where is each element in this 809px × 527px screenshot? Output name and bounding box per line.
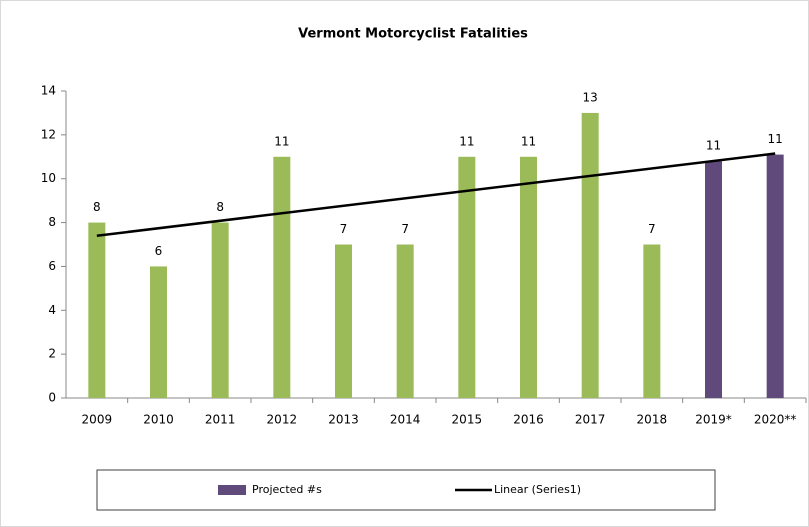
x-tick-label: 2009: [82, 413, 113, 427]
data-label: 11: [768, 132, 783, 146]
x-tick-label: 2013: [328, 413, 359, 427]
x-tick-label: 2019*: [695, 413, 732, 427]
legend-swatch: [218, 485, 246, 495]
data-label: 8: [93, 200, 101, 214]
x-tick-label: 2017: [575, 413, 606, 427]
y-tick-label: 12: [41, 127, 56, 141]
bar: [458, 156, 476, 398]
bar: [88, 222, 106, 398]
bar: [211, 222, 229, 398]
bar: [520, 156, 537, 398]
data-label: 7: [401, 222, 409, 236]
trend-line: [96, 152, 776, 237]
bar: [396, 244, 414, 398]
x-tick-label: 2020**: [754, 413, 797, 427]
bar: [150, 266, 167, 398]
x-tick-label: 2014: [390, 413, 421, 427]
y-tick-label: 0: [48, 391, 56, 405]
legend-label: Projected #s: [252, 483, 322, 496]
legend-box: [96, 469, 716, 511]
y-tick-label: 14: [41, 84, 56, 98]
bar: [766, 154, 784, 398]
y-tick-label: 4: [48, 303, 56, 317]
y-tick-label: 10: [41, 171, 56, 185]
y-tick-label: 6: [48, 259, 56, 273]
x-tick-label: 2016: [513, 413, 544, 427]
bar: [705, 161, 722, 398]
x-tick-label: 2010: [143, 413, 174, 427]
y-tick-label: 8: [48, 215, 56, 229]
x-tick-label: 2018: [637, 413, 668, 427]
x-tick-label: 2011: [205, 413, 236, 427]
data-label: 11: [459, 134, 474, 148]
legend-label: Linear (Series1): [494, 483, 581, 496]
data-label: 7: [648, 222, 656, 236]
bar: [273, 156, 291, 398]
data-label: 7: [340, 222, 348, 236]
bar: [643, 244, 661, 398]
data-label: 11: [706, 139, 721, 153]
x-tick-label: 2015: [452, 413, 483, 427]
data-label: 11: [274, 134, 289, 148]
data-label: 11: [521, 134, 536, 148]
data-label: 13: [583, 90, 598, 104]
bar: [335, 244, 352, 398]
chart-title: Vermont Motorcyclist Fatalities: [298, 27, 528, 42]
y-tick-label: 2: [48, 347, 56, 361]
data-label: 8: [216, 200, 224, 214]
bar: [581, 112, 599, 398]
data-label: 6: [155, 244, 163, 258]
x-tick-label: 2012: [267, 413, 298, 427]
